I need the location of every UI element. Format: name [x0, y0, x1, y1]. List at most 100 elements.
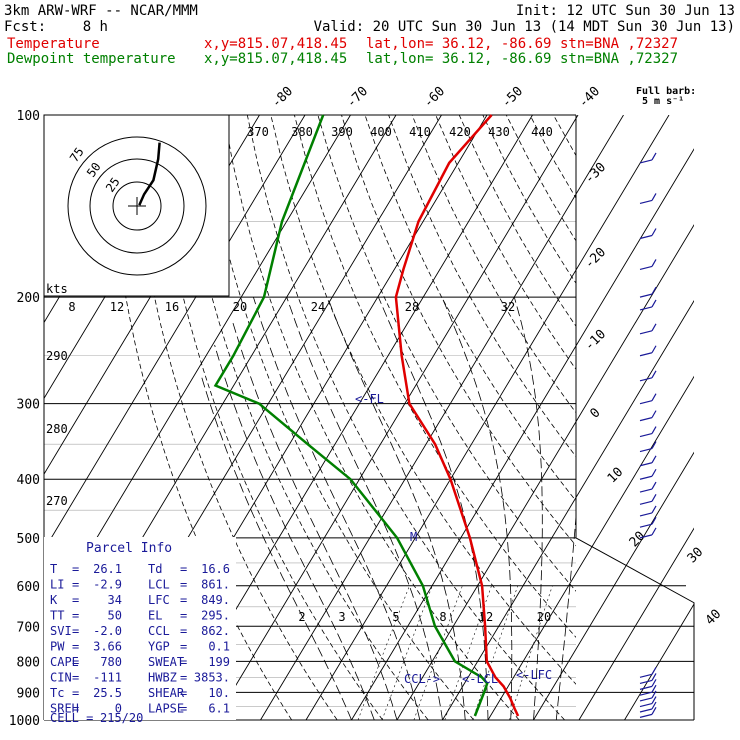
mixing-ratio-label-lower-8: 8: [439, 610, 446, 624]
parcel-row-3-col-2: 50: [108, 609, 122, 623]
pressure-label-300: 300: [17, 398, 40, 413]
parcel-row-4-col-2: -2.0: [93, 624, 122, 638]
theta-label-400: 400: [370, 125, 392, 139]
isotherm-10: [442, 299, 694, 720]
parcel-row-9-col-5: 6.1: [208, 702, 230, 716]
parcel-row-1-col-3: LCL: [148, 578, 170, 592]
wind-barb-180: [639, 259, 657, 271]
wind-barb-850: [639, 667, 657, 678]
full-barb-label: Full barb:: [636, 86, 696, 97]
dry-adiabat-350: [341, 115, 576, 547]
parcel-row-8-col-3: SHEAR: [148, 686, 185, 700]
parcel-row-1-col-1: =: [72, 578, 79, 592]
wind-barb-shaft-275: [639, 370, 657, 382]
forecast-hour: 8 h: [83, 19, 108, 35]
hodograph-label-50: 50: [84, 160, 104, 180]
valid-time: Valid: 20 UTC Sun 30 Jun 13 (14 MDT Sun …: [314, 19, 735, 35]
wind-barb-shaft-420: [639, 481, 657, 493]
temperature-legend: Temperature: [7, 36, 100, 52]
moist-adiabat-35: [555, 511, 576, 720]
parcel-info-background: [44, 537, 236, 720]
wind-barb-200: [639, 286, 657, 298]
hodograph-label-25: 25: [103, 175, 123, 195]
dry-adiabat-260: [129, 115, 338, 720]
parcel-row-0-col-1: =: [72, 562, 79, 576]
mixing-ratio-label-upper-12: 12: [110, 300, 124, 314]
mixing-ratio-label-lower-3: 3: [338, 610, 345, 624]
parcel-row-3-col-1: =: [72, 609, 79, 623]
mixing-ratio-label-lower-20: 20: [537, 610, 551, 624]
isotherm-label-top--80: -80: [269, 84, 296, 111]
wind-barb-380: [639, 455, 657, 467]
wind-barb-870: [639, 673, 657, 684]
theta-label-left-270: 270: [46, 494, 68, 508]
wind-barb-990: [639, 707, 657, 718]
wind-barb-shaft-320: [639, 410, 657, 422]
wind-barb-160: [639, 228, 657, 240]
isotherm-label-right--30: -30: [582, 160, 609, 187]
parcel-row-2-col-5: 849.: [201, 593, 230, 607]
moist-adiabat--5: [214, 344, 375, 720]
wind-barb-250: [639, 345, 657, 357]
dry-adiabat-380: [411, 115, 576, 414]
theta-label-440: 440: [531, 125, 553, 139]
isotherm--100: [44, 115, 306, 551]
parcel-row-6-col-3: SWEAT: [148, 655, 184, 669]
dry-adiabat-420: [505, 115, 576, 242]
isotherm-label-top--60: -60: [421, 84, 448, 111]
mixing-ratio-20: [509, 585, 553, 720]
pressure-axis-labels: 100 200 300 400 500 600 700 800 900 1000: [9, 109, 40, 729]
parcel-row-0-col-2: 26.1: [93, 562, 122, 576]
dry-adiabat-330: [294, 115, 576, 638]
parcel-row-1-col-0: LI: [50, 578, 64, 592]
cell-label: CELL =: [50, 711, 93, 725]
theta-labels: 370 380 390 400 410 420 430 440 290 280 270: [46, 125, 553, 508]
wind-barb-930: [639, 690, 657, 702]
isotherm-0: [396, 224, 694, 720]
theta-label-410: 410: [409, 125, 431, 139]
pressure-label-100: 100: [17, 109, 40, 124]
wind-barb-480: [639, 516, 657, 528]
wind-barb-shaft-500: [639, 527, 657, 539]
parcel-info-panel: Parcel Info T = 26.1 Td = 16.6 LI = -2.9 LCL = 861.…: [44, 537, 236, 725]
mixing-ratio-label-upper-8: 8: [68, 300, 75, 314]
parcel-row-2-col-1: =: [72, 593, 79, 607]
wind-barb-shaft-140: [639, 193, 657, 204]
wind-barb-shaft-930: [639, 690, 657, 702]
parcel-row-9-col-1: =: [72, 702, 79, 716]
parcel-row-0-col-4: =: [180, 562, 187, 576]
moist-adiabat--10: [200, 375, 352, 720]
isotherm-20: [487, 375, 694, 720]
wind-barb-shaft-870: [639, 673, 657, 684]
dry-adiabat-grid: [105, 115, 576, 720]
wind-barb-shaft-300: [639, 393, 657, 405]
dry-adiabat-390: [435, 115, 576, 370]
ccl-marker: CCL->: [404, 672, 440, 686]
pressure-label-700: 700: [17, 620, 40, 635]
parcel-row-8-col-2: 25.5: [93, 686, 122, 700]
isotherm-label-top--50: -50: [499, 84, 526, 111]
mixing-ratio-label-lower-12: 12: [479, 610, 493, 624]
parcel-row-9-col-3: LAPSE: [148, 702, 184, 716]
parcel-row-0-col-5: 16.6: [201, 562, 230, 576]
wind-barb-shaft-950: [639, 696, 657, 708]
wind-barb-970: [639, 701, 657, 713]
dry-adiabat-440: [553, 115, 576, 157]
dewpoint-legend: Dewpoint temperature: [7, 51, 176, 67]
cell-value: 215/20: [100, 711, 143, 725]
isotherm-30: [533, 451, 694, 720]
isotherm-label-right--20: -20: [582, 245, 609, 272]
isotherm-label-right-40: 40: [703, 607, 725, 629]
wind-barb-shaft-850: [639, 667, 657, 678]
wind-barb-shaft-990: [639, 707, 657, 718]
dry-adiabat-300: [223, 115, 520, 720]
plot-right-diagonal: [575, 537, 695, 720]
wind-barb-340: [639, 426, 657, 438]
mixing-ratio-label-upper-16: 16: [165, 300, 179, 314]
wind-barb-column: [639, 152, 657, 718]
pressure-label-200: 200: [17, 291, 40, 306]
wind-barb-275: [639, 370, 657, 382]
parcel-row-5-col-3: YGP: [148, 640, 170, 654]
wind-barb-shaft-230: [639, 323, 657, 335]
isotherm--30: [260, 115, 624, 720]
